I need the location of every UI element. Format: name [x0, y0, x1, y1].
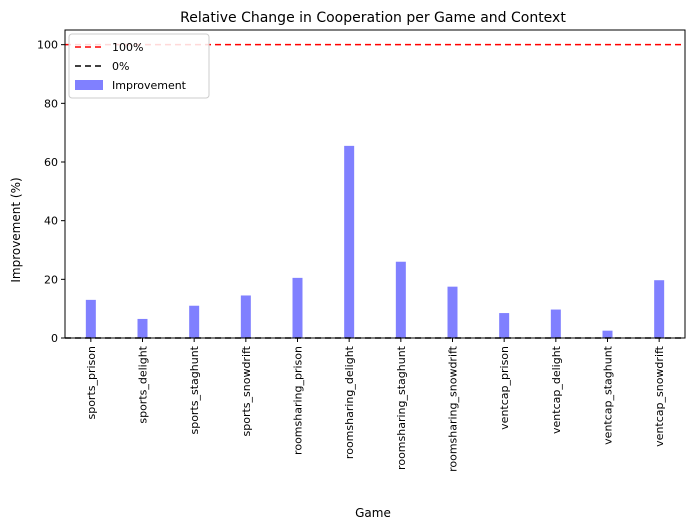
bar-ventcap_snowdrift: [654, 280, 665, 338]
bar-roomsharing_snowdrift: [447, 286, 458, 338]
x-tick-label: sports_snowdrift: [240, 345, 253, 436]
y-tick-label: 60: [44, 156, 58, 169]
y-tick-label: 80: [44, 97, 58, 110]
bar-ventcap_delight: [550, 309, 561, 338]
bar-roomsharing_delight: [344, 145, 355, 338]
x-tick-label: ventcap_prison: [498, 346, 511, 430]
x-tick-label: roomsharing_staghunt: [395, 345, 408, 470]
bar-sports_prison: [85, 299, 96, 338]
legend-label: 100%: [112, 41, 143, 54]
x-tick-label: roomsharing_delight: [343, 345, 356, 459]
legend-label: 0%: [112, 60, 129, 73]
bar-ventcap_prison: [499, 313, 510, 338]
x-tick-label: sports_staghunt: [188, 345, 201, 434]
x-tick-label: ventcap_delight: [550, 345, 563, 434]
y-tick-label: 20: [44, 273, 58, 286]
bar-roomsharing_prison: [292, 277, 303, 338]
chart-title: Relative Change in Cooperation per Game …: [180, 10, 566, 26]
x-tick-label: ventcap_staghunt: [602, 345, 615, 445]
legend-swatch-bar: [75, 80, 103, 90]
x-axis-label: Game: [355, 506, 391, 520]
x-tick-label: ventcap_snowdrift: [653, 345, 666, 447]
x-tick-label: sports_delight: [137, 345, 150, 423]
legend: 100% 0% Improvement: [68, 33, 210, 99]
plot-area: 0 20 40 60 80 100 sports_prison sports_delight s…: [37, 39, 685, 472]
x-tick-label: sports_prison: [85, 346, 98, 420]
x-tick-label: roomsharing_snowdrift: [447, 345, 460, 472]
y-tick-label: 100: [37, 39, 58, 52]
bar-sports_snowdrift: [240, 295, 251, 338]
bar-ventcap_staghunt: [602, 330, 613, 338]
legend-box: [68, 33, 210, 99]
x-tick-label: roomsharing_prison: [292, 346, 305, 455]
bar-roomsharing_staghunt: [395, 261, 406, 338]
y-tick-label: 0: [51, 332, 58, 345]
plot-frame: [64, 29, 686, 339]
bar-sports_staghunt: [189, 305, 200, 338]
y-axis-label: Improvement (%): [9, 177, 23, 282]
bar-sports_delight: [137, 318, 148, 338]
legend-label: Improvement: [112, 79, 187, 92]
y-tick-label: 40: [44, 215, 58, 228]
